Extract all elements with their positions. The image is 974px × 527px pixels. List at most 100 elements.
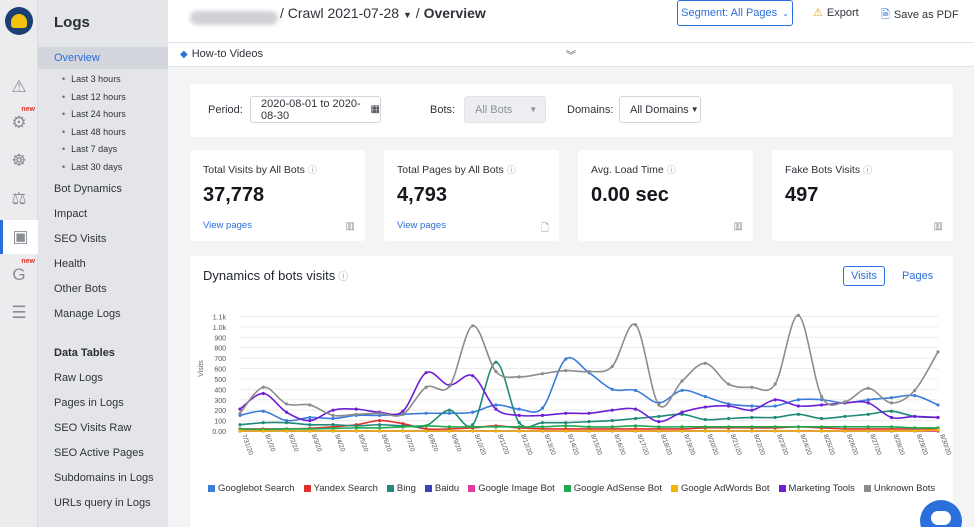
stat-card-fake-bots: Fake Bots Visits ⓘ 497 ▥: [772, 150, 953, 241]
sidebar-item-overview[interactable]: Overview: [38, 47, 168, 69]
data-point: [657, 403, 661, 407]
sidebar-subitem[interactable]: Last 48 hours: [62, 127, 126, 137]
app-logo-icon[interactable]: [5, 7, 33, 35]
chevron-down-icon[interactable]: ▼: [402, 10, 412, 20]
data-point: [866, 412, 870, 416]
data-point: [564, 421, 568, 425]
data-point: [843, 429, 847, 433]
data-point: [424, 424, 428, 428]
segment-button[interactable]: Segment: All Pages ⌄: [677, 0, 793, 26]
data-point: [750, 385, 754, 389]
data-point: [284, 410, 289, 414]
legend-item[interactable]: Googlebot Search: [208, 483, 295, 494]
data-point: [238, 423, 242, 427]
data-point: [331, 408, 335, 412]
legend-item[interactable]: Google AdSense Bot: [563, 483, 662, 494]
y-tick-label: 300: [214, 398, 226, 405]
view-pages-link[interactable]: View pages: [397, 220, 446, 231]
info-icon[interactable]: ⓘ: [863, 165, 873, 175]
google-icon[interactable]: G: [12, 265, 26, 284]
pages-toggle-button[interactable]: Pages: [902, 270, 934, 282]
bar-chart-icon[interactable]: ▥: [933, 221, 943, 232]
data-point: [633, 407, 638, 411]
data-point: [913, 388, 917, 392]
data-point: [703, 429, 707, 433]
data-grid-icon[interactable]: ☰: [11, 303, 27, 322]
y-tick-label: 200: [214, 408, 226, 415]
info-icon[interactable]: ⓘ: [506, 165, 516, 175]
document-icon[interactable]: 🗋: [540, 223, 549, 234]
save-pdf-label: Save as PDF: [893, 9, 959, 21]
chevron-down-icon: ⌄: [782, 8, 789, 18]
data-point: [750, 429, 754, 433]
export-button[interactable]: ⚠ Export: [813, 6, 859, 19]
sidebar-item-pages-in-logs[interactable]: Pages in Logs: [54, 397, 124, 409]
sidebar-item-other-bots[interactable]: Other Bots: [54, 283, 107, 295]
info-icon[interactable]: ⓘ: [338, 272, 349, 283]
project-name-redacted[interactable]: [190, 11, 278, 25]
bots-visits-line-chart[interactable]: 0.00 100 200 300 400 500 600 700 800 900 1.0k 1.1k V…: [190, 294, 953, 480]
data-point: [610, 418, 614, 423]
sidebar-item-bot-dynamics[interactable]: Bot Dynamics: [54, 183, 122, 195]
save-pdf-button[interactable]: 🗎 Save as PDF: [881, 6, 959, 25]
breadcrumb-crawl[interactable]: Crawl 2021-07-28: [287, 5, 400, 21]
data-point: [401, 429, 405, 433]
caret-down-icon: ▼: [690, 105, 699, 114]
data-point: [331, 416, 335, 421]
sidebar-item-seo-active-pages[interactable]: SEO Active Pages: [54, 447, 144, 459]
robot-settings-icon[interactable]: ⚙: [11, 113, 27, 132]
sidebar-item-seo-visits-raw[interactable]: SEO Visits Raw: [54, 422, 132, 434]
warning-icon[interactable]: ⚠: [11, 77, 27, 96]
data-point: [633, 416, 638, 421]
info-icon[interactable]: ⓘ: [666, 165, 676, 175]
data-point: [494, 407, 498, 411]
logs-icon[interactable]: ▣: [0, 220, 38, 254]
octopus-icon[interactable]: ☸: [11, 151, 27, 170]
legend-item[interactable]: Baidu: [424, 483, 459, 494]
sidebar-item-health[interactable]: Health: [54, 258, 86, 270]
sidebar-subitem[interactable]: Last 12 hours: [62, 92, 126, 102]
sidebar-item-manage-logs[interactable]: Manage Logs: [54, 308, 121, 320]
bar-chart-icon[interactable]: ▥: [733, 221, 743, 232]
data-point: [354, 429, 358, 433]
bar-chart-icon[interactable]: ▥: [345, 221, 355, 232]
view-pages-link[interactable]: View pages: [203, 220, 252, 231]
data-point: [517, 421, 521, 425]
sidebar-item-urls-query-in-logs[interactable]: URLs query in Logs: [54, 497, 151, 509]
chat-widget-button[interactable]: [920, 500, 962, 527]
sidebar-item-impact[interactable]: Impact: [54, 208, 88, 220]
howto-bar[interactable]: ◆ How-to Videos ︾: [168, 43, 974, 67]
data-point: [820, 416, 824, 421]
data-point: [564, 411, 568, 415]
legend-item[interactable]: Bing: [386, 483, 416, 494]
sidebar-item-subdomains-in-logs[interactable]: Subdomains in Logs: [54, 472, 154, 484]
visits-toggle-button[interactable]: Visits: [843, 266, 885, 286]
sidebar-subitem[interactable]: Last 24 hours: [62, 109, 126, 119]
legend-item[interactable]: Google Image Bot: [468, 483, 555, 494]
info-icon[interactable]: ⓘ: [307, 165, 317, 175]
double-chevron-down-icon[interactable]: ︾: [566, 51, 576, 62]
domains-select[interactable]: All Domains ▼: [619, 96, 701, 123]
sidebar-subitem[interactable]: Last 30 days: [62, 162, 122, 172]
data-point: [633, 323, 638, 327]
y-tick-label: 0.00: [212, 429, 226, 436]
legend-item[interactable]: Google AdWords Bot: [670, 483, 770, 494]
y-tick-label: 900: [214, 335, 226, 342]
legend-item[interactable]: Marketing Tools: [778, 483, 855, 494]
document-icon: 🗎: [881, 9, 890, 21]
period-date-picker[interactable]: 2020-08-01 to 2020-08-30 ▦: [250, 96, 381, 123]
stat-value: 37,778: [203, 184, 265, 206]
data-point: [378, 418, 382, 423]
sidebar-subitem[interactable]: Last 3 hours: [62, 74, 121, 84]
scales-icon[interactable]: ⚖: [11, 189, 27, 208]
legend-item[interactable]: Yandex Search: [303, 483, 378, 494]
legend-item[interactable]: Unknown Bots: [863, 483, 935, 494]
sidebar-item-seo-visits[interactable]: SEO Visits: [54, 233, 107, 245]
legend-swatch: [208, 485, 215, 492]
sidebar-subitem[interactable]: Last 7 days: [62, 144, 117, 154]
x-tick-label: 8/18/20: [659, 433, 673, 456]
chart-title: Dynamics of bots visits: [203, 268, 336, 283]
bots-select[interactable]: All Bots ▼: [464, 96, 546, 123]
icon-rail: ⚠ ⚙ new ☸ ⚖ ▣ G new ☰: [0, 0, 38, 527]
sidebar-item-raw-logs[interactable]: Raw Logs: [54, 372, 103, 384]
